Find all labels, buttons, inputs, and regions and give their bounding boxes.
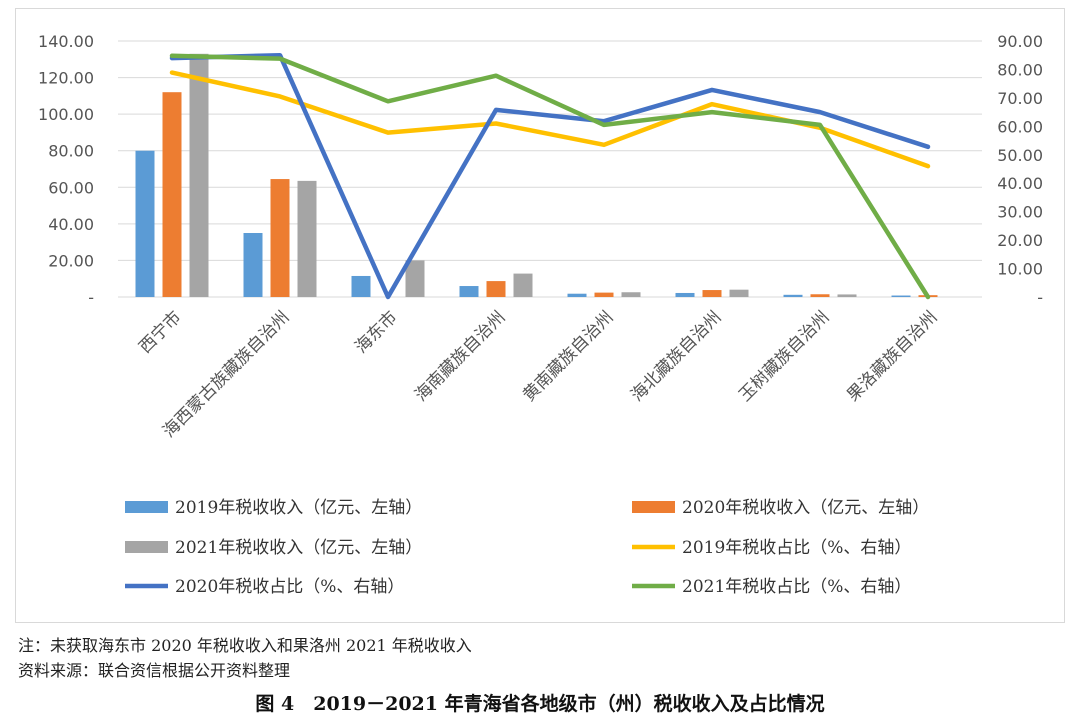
right-axis-tick-label: - <box>1037 288 1043 307</box>
bar <box>837 294 857 297</box>
left-axis-tick-label: 100.00 <box>38 105 94 124</box>
legend-label: 2020年税收占比（%、右轴） <box>175 577 404 597</box>
bar <box>810 294 830 297</box>
category-label: 果洛藏族自治州 <box>843 307 941 405</box>
category-label: 海北藏族自治州 <box>627 307 725 405</box>
bar <box>135 150 155 297</box>
left-axis-tick-label: 140.00 <box>38 32 94 51</box>
bar <box>189 53 209 297</box>
chart: - 20.00 40.00 60.00 80.00 100.00 120.00 140.00 -… <box>38 32 1043 597</box>
bar <box>243 233 263 297</box>
bar <box>351 275 371 297</box>
notes: 注：未获取海东市 2020 年税收收入和果洛州 2021 年税收收入 资料来源：… <box>18 633 472 683</box>
bar <box>567 293 587 297</box>
legend-label: 2020年税收收入（亿元、左轴） <box>682 498 929 518</box>
bar <box>297 180 317 297</box>
right-axis-tick-label: 50.00 <box>997 146 1043 165</box>
bar <box>270 179 290 297</box>
category-label: 黄南藏族自治州 <box>519 307 617 405</box>
right-axis-tick-label: 40.00 <box>997 174 1043 193</box>
left-axis-tick-label: 80.00 <box>48 142 94 161</box>
right-axis-tick-label: 20.00 <box>997 231 1043 250</box>
right-axis-tick-label: 60.00 <box>997 117 1043 136</box>
bar <box>594 292 614 297</box>
legend-label: 2021年税收收入（亿元、左轴） <box>175 538 422 558</box>
category-label: 海南藏族自治州 <box>411 307 509 405</box>
left-axis-tick-label: 40.00 <box>48 215 94 234</box>
series-line <box>169 70 931 169</box>
note-text: 注：未获取海东市 2020 年税收收入和果洛州 2021 年税收收入 <box>18 636 472 655</box>
right-axis-tick-label: 70.00 <box>997 89 1043 108</box>
bar <box>783 294 803 297</box>
legend-label: 2021年税收占比（%、右轴） <box>682 577 911 597</box>
right-axis-tick-label: 10.00 <box>997 260 1043 279</box>
bar <box>702 290 722 297</box>
left-axis-tick-label: 60.00 <box>48 178 94 197</box>
legend-swatch <box>632 501 675 513</box>
bar <box>162 92 182 297</box>
category-label: 玉树藏族自治州 <box>735 307 833 405</box>
bar <box>621 292 641 297</box>
left-axis-tick-label: 120.00 <box>38 69 94 88</box>
source-text: 资料来源：联合资信根据公开资料整理 <box>18 661 291 680</box>
category-label: 海东市 <box>351 307 401 357</box>
left-axis-tick-label: - <box>88 288 94 307</box>
series-line <box>169 52 931 300</box>
legend-swatch <box>125 501 168 513</box>
bar <box>486 281 506 297</box>
right-axis-tick-label: 80.00 <box>997 60 1043 79</box>
right-axis-tick-label: 30.00 <box>997 203 1043 222</box>
right-axis-tick-label: 90.00 <box>997 32 1043 51</box>
chart-frame <box>15 8 1065 623</box>
legend-label: 2019年税收占比（%、右轴） <box>682 538 911 558</box>
figure-caption: 图 4 2019－2021 年青海省各地级市（州）税收收入及占比情况 <box>255 693 825 715</box>
series-line <box>169 53 931 300</box>
legend-swatch <box>125 541 168 553</box>
category-label: 西宁市 <box>135 307 185 357</box>
left-axis-tick-label: 20.00 <box>48 251 94 270</box>
bar <box>675 292 695 297</box>
bar <box>513 273 533 297</box>
bar <box>405 260 425 297</box>
legend-label: 2019年税收收入（亿元、左轴） <box>175 498 422 518</box>
bar <box>459 286 479 297</box>
bar <box>729 289 749 297</box>
bar <box>891 295 911 297</box>
